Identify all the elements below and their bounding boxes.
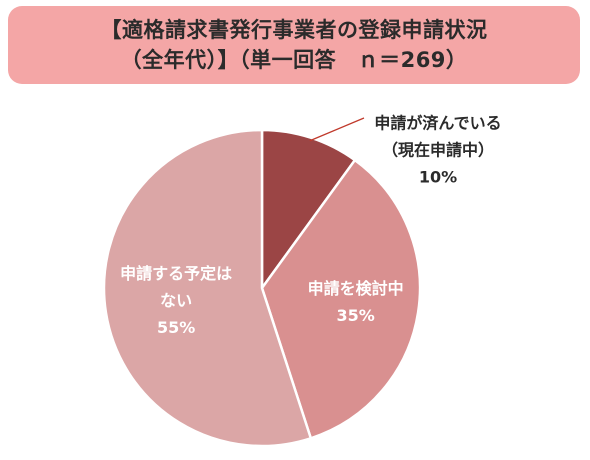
slice-category-label-2-1: ない <box>160 291 192 310</box>
slice-value-label-2: 55% <box>157 318 195 337</box>
slice-category-label-2-0: 申請する予定は <box>120 264 232 283</box>
chart-title-line-2: （全年代）】（単一回答 ｎ＝269） <box>120 48 468 72</box>
slice-category-label-0-0: 申請が済んでいる <box>374 114 501 133</box>
chart-title-banner: 【適格請求書発行事業者の登録申請状況 （全年代）】（単一回答 ｎ＝269） <box>8 6 580 84</box>
leader-line-0 <box>309 117 365 142</box>
chart-title-line-1: 【適格請求書発行事業者の登録申請状況 <box>100 18 488 42</box>
slice-category-label-0-1: （現在申請中） <box>382 141 494 160</box>
pie-slice-1 <box>260 158 422 440</box>
slice-value-label-0: 10% <box>419 168 457 187</box>
slice-value-label-1: 35% <box>336 306 374 325</box>
slice-category-label-1-0: 申請を検討中 <box>308 279 404 298</box>
pie-slice-2 <box>102 128 313 448</box>
pie-slice-0 <box>260 128 357 292</box>
